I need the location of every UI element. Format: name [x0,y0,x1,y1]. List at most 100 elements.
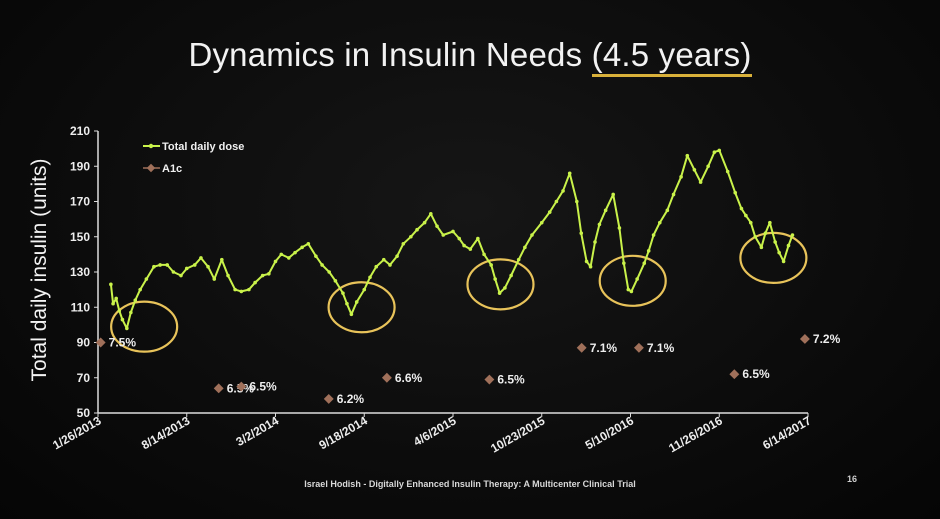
total-daily-dose-point [206,264,210,269]
total-daily-dose-point [192,263,197,267]
x-tick-label: 10/23/2015 [488,413,547,455]
total-daily-dose-point [642,261,647,265]
y-tick-label: 50 [77,406,91,420]
y-tick-label: 150 [70,230,90,244]
total-daily-dose-point [354,300,359,304]
x-tick-label: 8/14/2013 [139,413,193,452]
total-daily-dose-point [698,180,703,184]
total-daily-dose-point [109,282,113,287]
total-daily-dose-point [435,224,439,228]
total-daily-dose-point [692,167,697,172]
total-daily-dose-point [523,245,527,250]
total-daily-dose-point [539,220,544,225]
a1c-point [236,381,247,392]
total-daily-dose-point [579,231,584,236]
minimum-circle [739,231,808,284]
total-daily-dose-point [144,277,149,281]
legend-a1c-label: A1c [162,163,182,175]
total-daily-dose-point [260,273,265,278]
total-daily-dose-point [345,301,349,306]
total-daily-dose-point [626,287,631,292]
minimum-circle [466,258,535,311]
total-daily-dose-point [753,234,757,239]
total-daily-dose-point [786,243,791,248]
total-daily-dose-point [781,259,786,264]
total-daily-dose-point [706,164,710,169]
total-daily-dose-point [671,192,676,197]
chart-legend: Total daily dose A1c [143,141,244,175]
total-daily-dose-point [497,291,502,295]
total-daily-dose-point [617,226,622,230]
total-daily-dose-point [451,229,455,234]
total-daily-dose-point [415,227,419,232]
total-daily-dose-point [341,291,345,295]
total-daily-dose-point [212,277,217,281]
a1c-label: 6.2% [337,392,365,406]
total-daily-dose-point [679,175,683,179]
total-daily-dose-point [482,252,486,257]
x-tick-label: 4/6/2015 [411,413,459,449]
y-tick-label: 170 [70,195,90,209]
total-daily-dose-point [111,301,115,306]
total-daily-dose-point [368,275,372,280]
y-tick-label: 70 [77,371,91,385]
a1c-label: 6.5% [742,367,770,381]
total-daily-dose-point [462,243,466,248]
total-daily-dose-point [184,266,189,271]
total-daily-dose-point [744,213,748,218]
slide-footer: Israel Hodish - Digitally Enhanced Insul… [304,479,636,489]
total-daily-dose-point [120,317,125,322]
legend-dose-marker [148,143,154,149]
minima-circles [110,231,808,353]
total-daily-dose-point [622,261,626,265]
page-number: 16 [847,474,858,484]
total-daily-dose-point [739,206,744,211]
total-daily-dose-line [109,149,794,330]
total-daily-dose-point [199,256,203,260]
total-daily-dose-point [561,189,565,193]
total-daily-dose-point [349,312,354,317]
total-daily-dose-point [327,270,331,274]
total-daily-dose-point [503,286,507,290]
total-daily-dose-point [554,199,559,204]
total-daily-dose-point [629,289,634,294]
x-tick-label: 11/26/2016 [666,413,725,455]
total-daily-dose-point [279,252,284,257]
total-daily-dose-point [158,263,162,267]
total-daily-dose-point [171,270,176,274]
total-daily-dose-point [401,242,406,246]
total-daily-dose-point [441,233,446,237]
a1c-point [213,383,224,394]
y-tick-label: 90 [77,336,91,350]
total-daily-dose-point [790,233,795,237]
total-daily-dose-point [768,220,772,225]
a1c-label: 6.5% [497,373,525,387]
title-highlight: (4.5 years) [591,36,752,77]
total-daily-dose-point [239,289,244,294]
total-daily-dose-point [530,233,534,237]
total-daily-dose-point [306,242,311,246]
total-daily-dose-point [117,308,122,313]
total-daily-dose-point [646,249,651,253]
title-main: Dynamics in Insulin Needs [188,36,592,73]
minimum-circle [598,254,667,307]
x-tick-label: 9/18/2014 [317,413,371,452]
total-daily-dose-point [516,257,521,262]
a1c-label: 7.1% [647,341,675,355]
total-daily-dose-point [468,247,473,251]
a1c-label: 6.5% [249,380,277,394]
a1c-point [95,337,106,348]
total-daily-dose-point [547,210,552,214]
total-daily-dose-point [763,231,768,236]
total-daily-dose-point [717,148,722,153]
total-daily-dose-point [273,259,278,264]
total-daily-dose-series [109,148,795,331]
total-daily-dose-point [138,287,142,292]
total-daily-dose-point [293,250,297,255]
total-daily-dose-point [733,190,738,195]
total-daily-dose-point [388,263,392,267]
total-daily-dose-point [300,245,304,250]
x-tick-label: 5/10/2016 [583,413,637,452]
total-daily-dose-point [320,263,324,267]
